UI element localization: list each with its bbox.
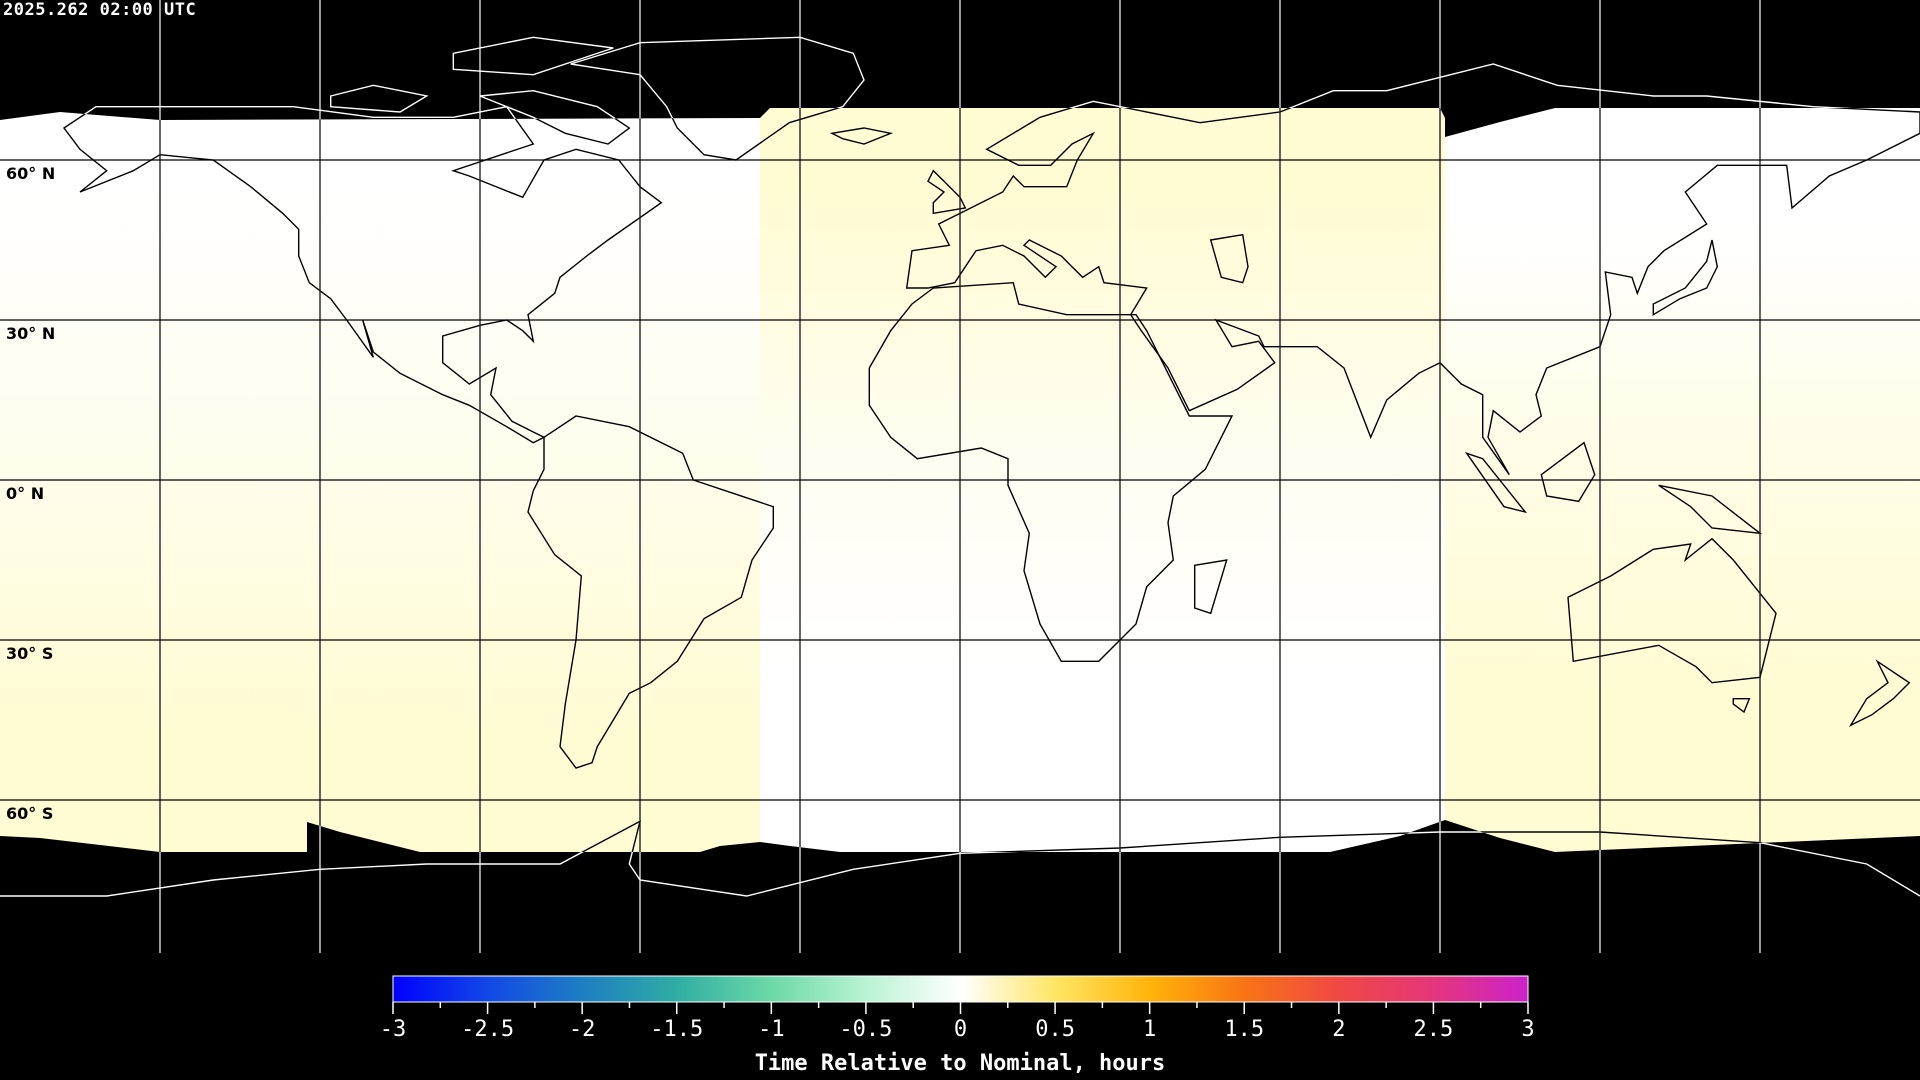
- coastline-sumatra: [1464, 451, 1528, 514]
- coastline-new-zealand: [1848, 659, 1911, 727]
- coastline-australia: [1567, 537, 1777, 684]
- timestamp-title: 2025.262 02:00 UTC: [3, 0, 197, 20]
- coastline-borneo: [1540, 441, 1596, 503]
- colorbar-label: Time Relative to Nominal, hours: [755, 1051, 1166, 1076]
- colorbar-tick-label: -0.5: [839, 1017, 892, 1042]
- coastline-ellesmere: [452, 36, 614, 76]
- colorbar-tick-label: 0.5: [1035, 1017, 1075, 1042]
- colorbar-tick-label: -1: [758, 1017, 785, 1042]
- coastline-caspian: [1209, 233, 1249, 284]
- coastline-baffin: [479, 108, 631, 145]
- coastline-japan: [1652, 239, 1719, 316]
- coastline-new-guinea: [1658, 484, 1763, 535]
- colorbar-tick-label: -2: [569, 1017, 596, 1042]
- colorbar-tick-label: -1.5: [650, 1017, 703, 1042]
- coastline-greenland: [570, 108, 865, 161]
- colorbar-tick-label: 2.5: [1414, 1017, 1454, 1042]
- graticule-on-scan: [0, 0, 1920, 953]
- colorbar-tick-label: 0: [954, 1017, 967, 1042]
- colorbar-tick-label: 2: [1332, 1017, 1345, 1042]
- lat-label-0n: 0° N: [6, 484, 45, 503]
- lat-label-30n: 30° N: [6, 324, 56, 343]
- colorbar-tick-label: -2.5: [461, 1017, 514, 1042]
- coastline-tasmania: [1732, 698, 1751, 714]
- coastline-great-britain: [927, 169, 967, 215]
- coastline-south-america: [527, 415, 774, 769]
- colorbar: -3 -2.5 -2 -1.5 -1 -0.5 0 0.5 1 1.5 2 2.5 3 Time Rel…: [380, 975, 1535, 1076]
- colorbar-tick-label: -3: [380, 1017, 407, 1042]
- colorbar-tick-label: 3: [1521, 1017, 1534, 1042]
- coastline-victoria: [330, 84, 429, 113]
- colorbar-tick-labels: -3 -2.5 -2 -1.5 -1 -0.5 0 0.5 1 1.5 2 2.5 3: [380, 1017, 1535, 1042]
- colorbar-gradient: [392, 975, 1529, 1003]
- scan-segment-west: [0, 112, 760, 852]
- lat-label-30s: 30° S: [6, 644, 54, 663]
- world-map: [0, 0, 1920, 953]
- lat-label-60n: 60° N: [6, 164, 56, 183]
- lat-label-60s: 60° S: [6, 804, 54, 823]
- coastline-eurasia: [905, 108, 1920, 476]
- colorbar-tick-label: 1.5: [1224, 1017, 1264, 1042]
- coastline-iceland: [829, 127, 894, 145]
- coastline-north-america: [62, 108, 663, 444]
- coastline-madagascar: [1194, 559, 1228, 615]
- colorbar-tick-label: 1: [1143, 1017, 1156, 1042]
- coastline-africa: [868, 281, 1234, 662]
- colorbar-ticks: [392, 1002, 1529, 1014]
